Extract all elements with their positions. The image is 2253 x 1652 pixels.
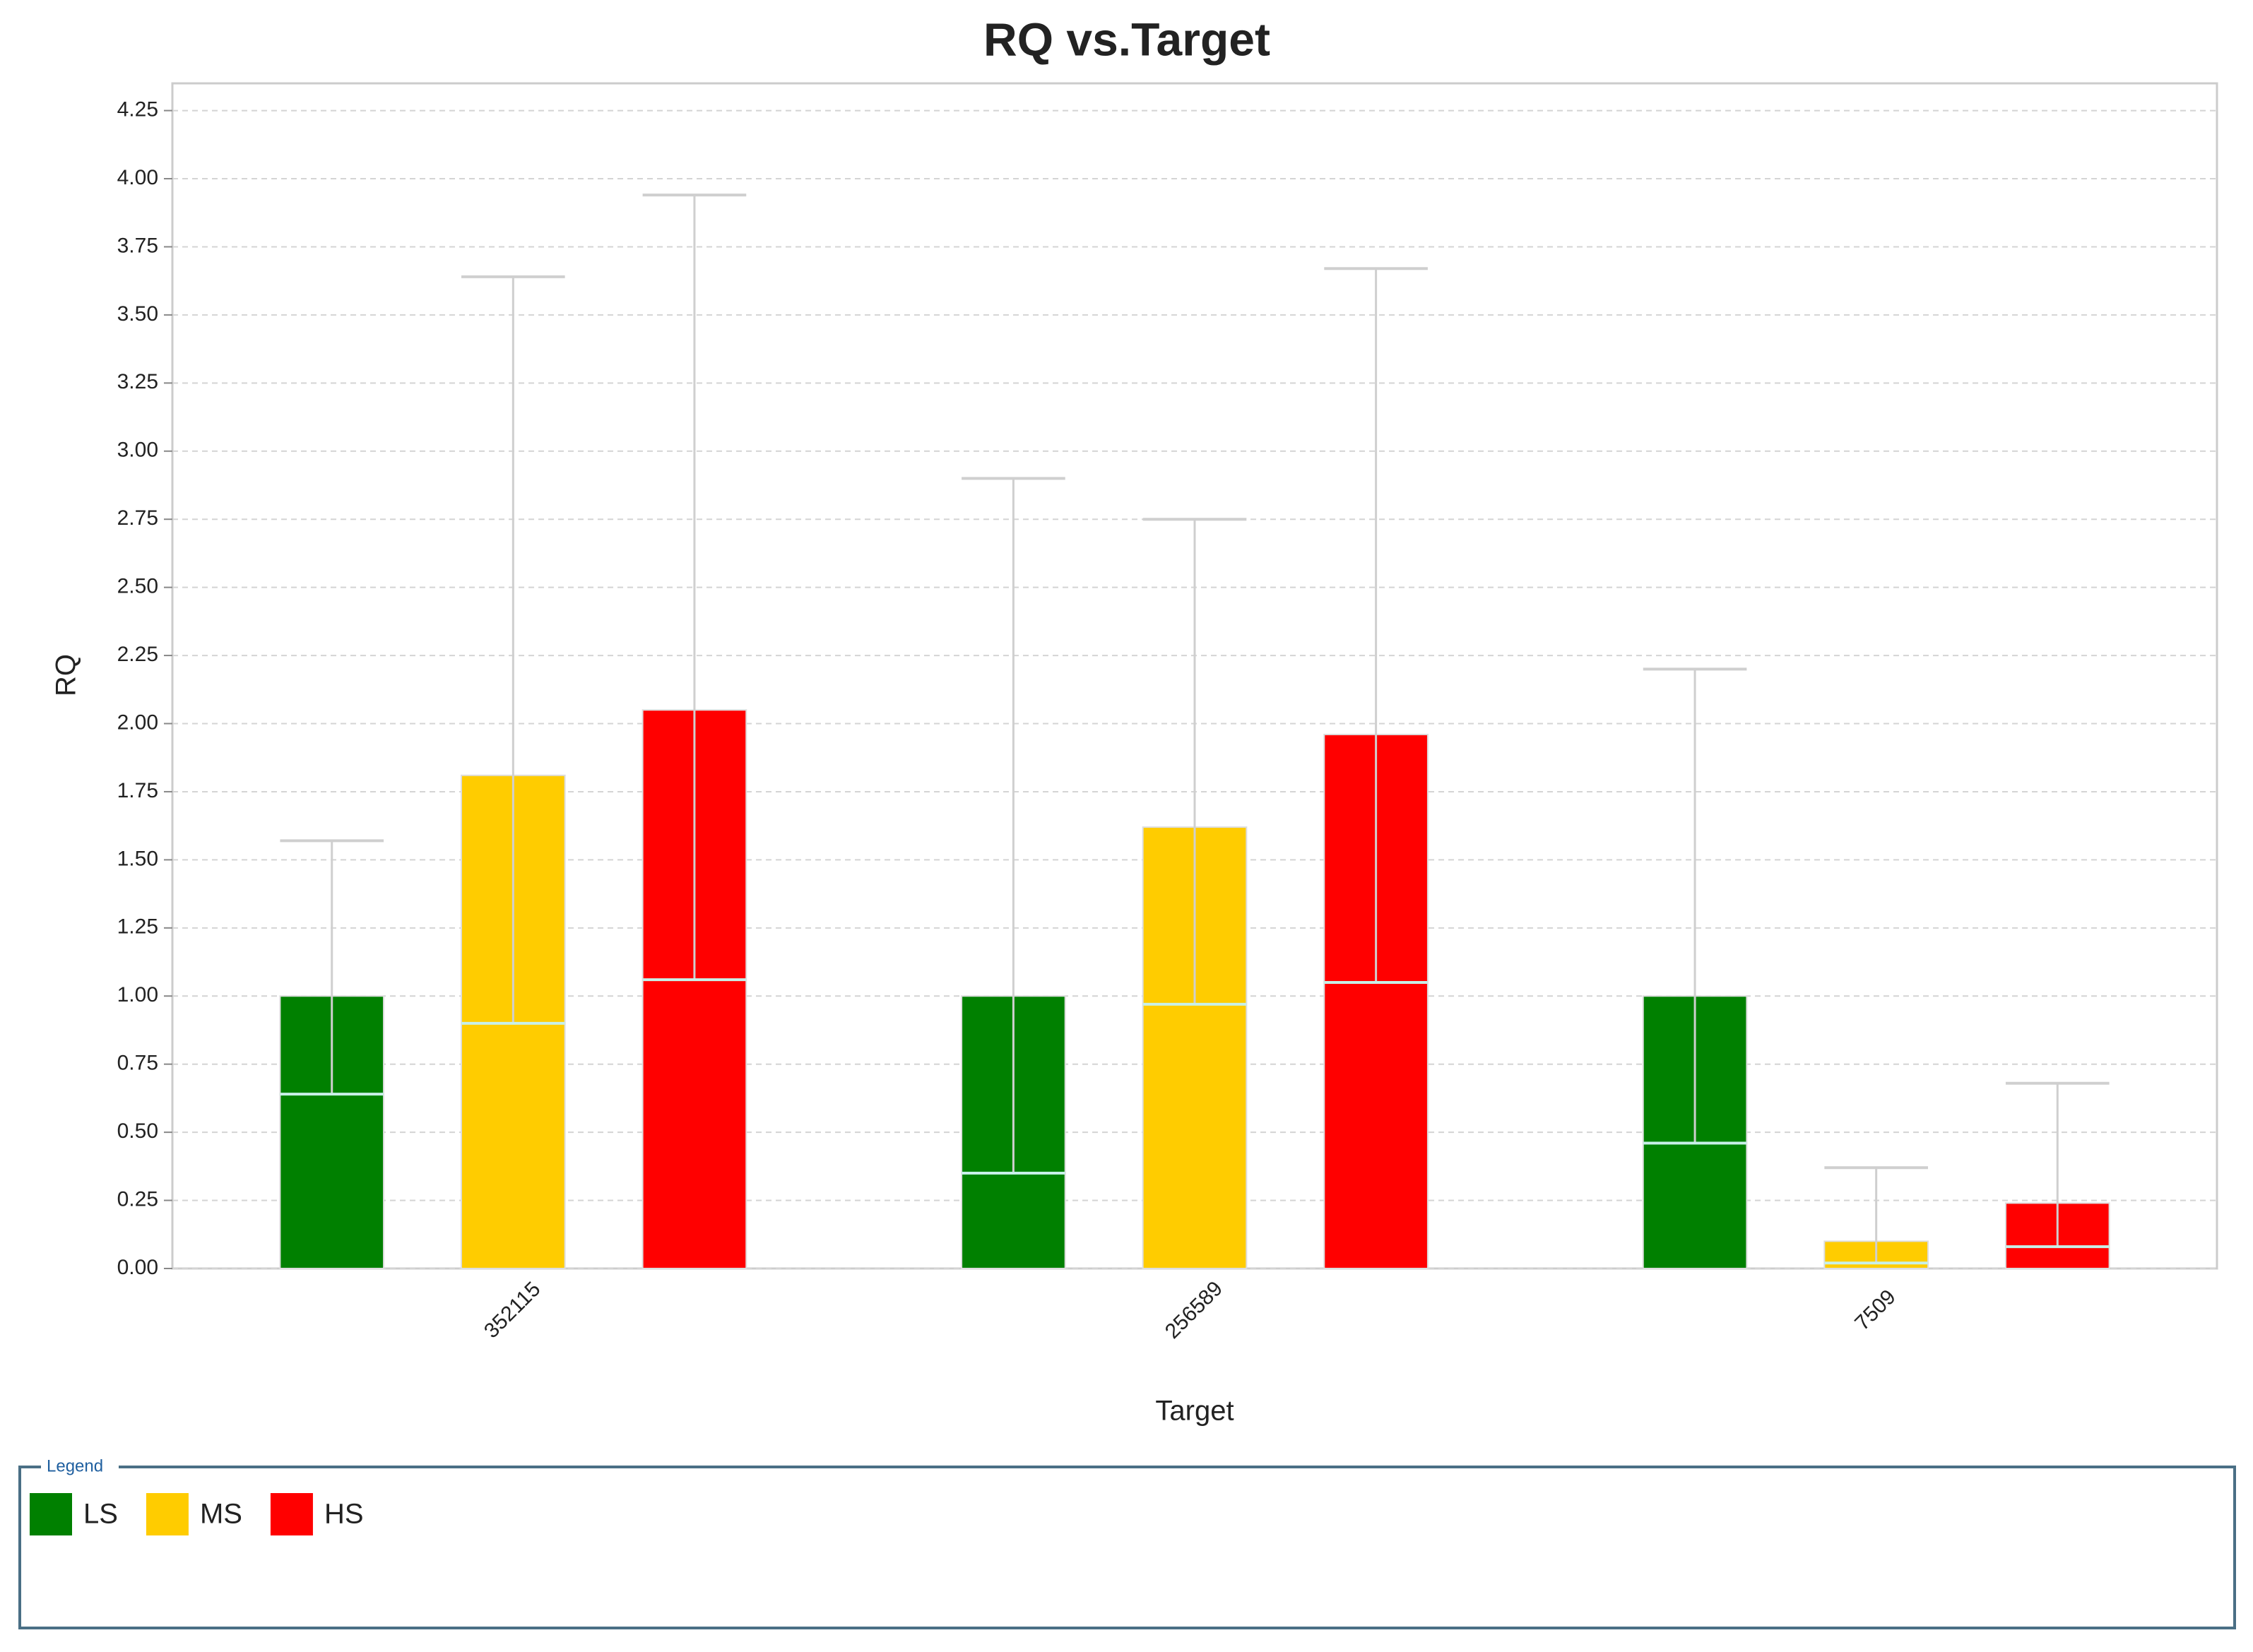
legend-label: LS (83, 1499, 118, 1530)
y-tick-label: 0.00 (117, 1256, 158, 1279)
legend-swatch (270, 1493, 313, 1535)
legend-label: MS (200, 1499, 242, 1530)
y-tick-label: 1.50 (117, 847, 158, 870)
y-axis-title: RQ (51, 654, 82, 696)
y-tick-label: 2.50 (117, 575, 158, 598)
chart-title: RQ vs.Target (983, 13, 1270, 65)
legend-title-bg (41, 1456, 119, 1478)
y-tick-label: 3.00 (117, 439, 158, 462)
x-axis-title: Target (1155, 1396, 1234, 1427)
legend-swatch (146, 1493, 189, 1535)
y-tick-label: 4.25 (117, 97, 158, 121)
y-tick-label: 4.00 (117, 166, 158, 189)
y-tick-label: 0.50 (117, 1119, 158, 1143)
legend-label: HS (324, 1499, 364, 1530)
y-tick-label: 3.50 (117, 302, 158, 326)
legend-title: Legend (47, 1456, 103, 1475)
y-tick-label: 0.25 (117, 1187, 158, 1211)
y-tick-label: 3.25 (117, 370, 158, 393)
y-tick-label: 2.75 (117, 506, 158, 530)
x-tick-label: 256589 (1161, 1277, 1227, 1343)
x-tick-label: 352115 (480, 1278, 545, 1343)
legend-swatch (30, 1493, 72, 1535)
y-tick-label: 3.75 (117, 234, 158, 257)
y-tick-label: 1.25 (117, 915, 158, 939)
y-tick-label: 1.75 (117, 779, 158, 802)
y-tick-label: 0.75 (117, 1052, 158, 1075)
y-tick-label: 1.00 (117, 983, 158, 1006)
y-tick-label: 2.25 (117, 643, 158, 666)
legend-box (18, 1466, 2236, 1629)
y-tick-label: 2.00 (117, 711, 158, 734)
x-tick-label: 7509 (1850, 1285, 1900, 1336)
